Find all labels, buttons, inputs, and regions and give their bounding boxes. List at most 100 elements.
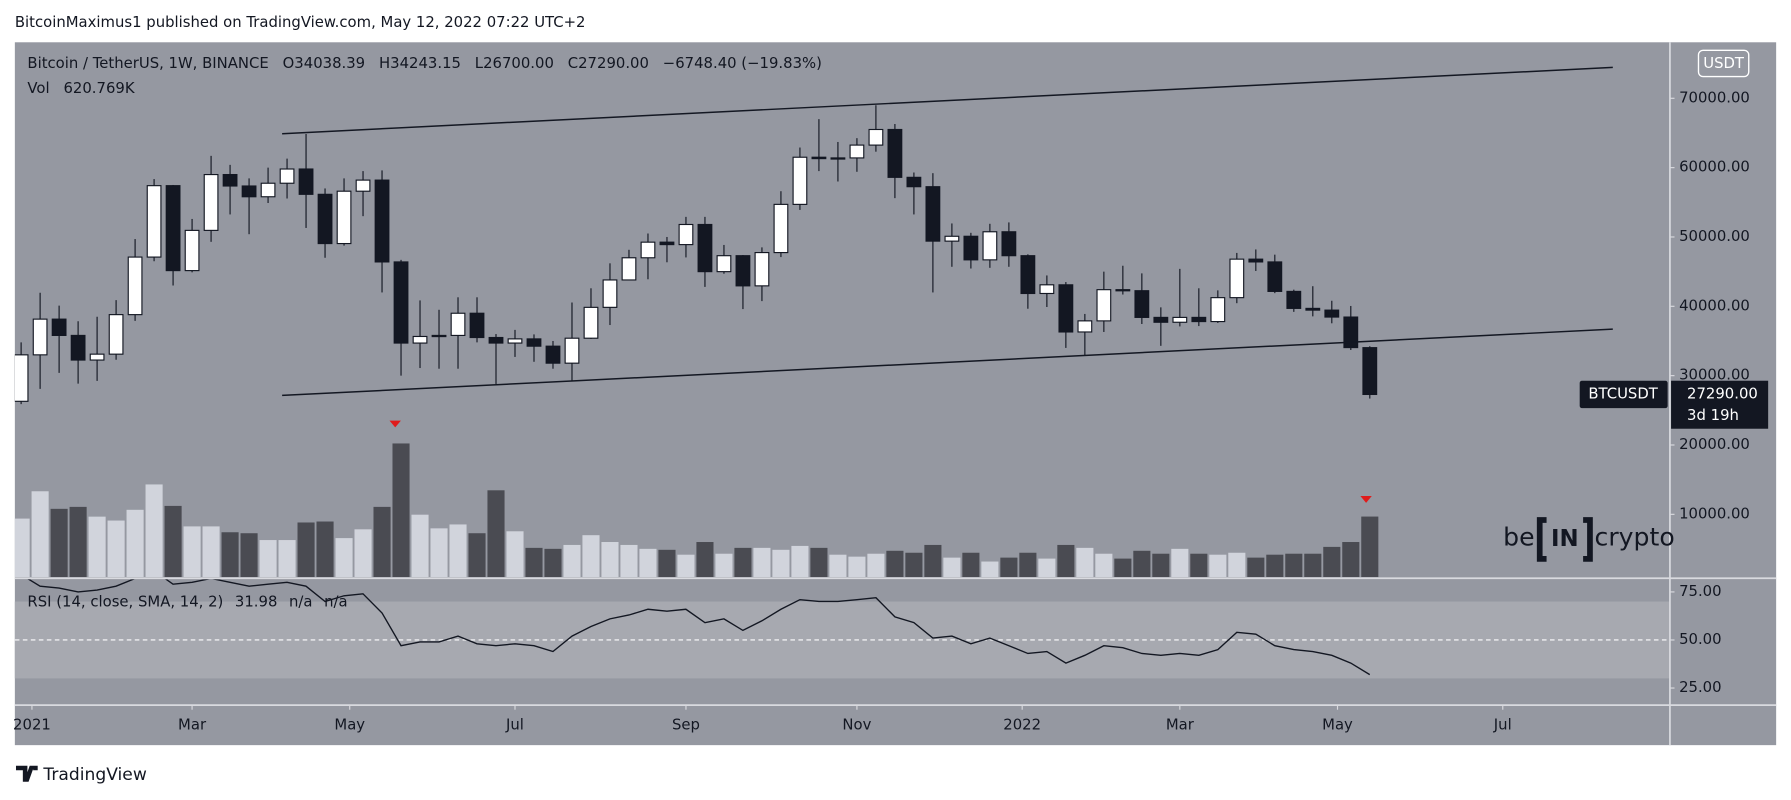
candle-body [1115,289,1131,292]
candle-body [564,337,580,364]
candle-body [184,229,200,272]
rsi-tick-label: 25.00 [1679,678,1721,696]
candle-body [1020,255,1036,295]
currency-label[interactable]: USDT [1703,54,1745,72]
candle-body [70,334,86,361]
volume-bar [468,533,486,578]
logo-bracket [1536,517,1593,562]
candle-body [678,223,694,246]
x-tick-label: Mar [1166,716,1195,734]
candle-body [1077,320,1093,333]
candle-body [279,168,295,184]
candle-body [1039,284,1055,295]
volume-bar [506,531,524,578]
candle-body [203,173,219,231]
ohlc-value: 27290.00 [578,54,649,72]
candle-body [393,261,409,344]
currency-button[interactable] [1697,49,1750,78]
countdown-label: 3d 19h [1687,406,1739,424]
volume-bar [810,547,828,578]
rsi-tick-label: 50.00 [1679,630,1721,648]
volume-bar [791,545,809,578]
volume-bar [411,514,429,578]
volume-bar [221,532,239,578]
y-tick-label: 40000.00 [1679,296,1750,314]
volume-bar [126,509,144,578]
volume-bar [183,526,201,578]
candle-body [336,190,352,245]
x-tick-label: Jul [505,716,524,734]
candle-body [146,185,162,258]
candle-body [412,335,428,344]
x-tick-label: Sep [672,716,700,734]
candle-body [1153,316,1169,323]
volume-bar [259,540,277,578]
candle-body [32,318,48,356]
volume-bar [1019,552,1037,578]
candle-body [488,336,504,344]
rsi-line [27,579,1371,676]
candle-body [925,186,941,242]
volume-bar [316,521,334,578]
x-tick-label: May [1322,716,1353,734]
candle-body [811,156,827,160]
volume-bar [354,529,372,578]
volume-bar [14,518,30,578]
candle-body [583,306,599,339]
candle-body [51,318,67,337]
volume-bar [88,516,106,578]
volume-bar [1038,558,1056,578]
candle-body [1324,309,1340,318]
candle-body [1343,316,1359,349]
rsi-na: n/a [289,592,313,610]
candle-body [849,144,865,159]
candle-body [108,314,124,355]
volume-bar [487,490,505,578]
candle-body [1229,258,1245,299]
footer-icon [15,765,38,782]
candle-body [963,235,979,261]
candle-body [868,128,884,146]
change: −6748.40 (−19.83%) [663,54,822,72]
candle-body [640,241,656,259]
candle-body [1210,297,1226,323]
volume-bar [1247,557,1265,578]
volume-bar [1152,553,1170,578]
candle-body [1267,261,1283,292]
candle-body [1248,258,1264,263]
logo-text: IN [1551,526,1579,552]
volume-bar [1095,553,1113,578]
volume-bar [297,522,315,578]
volume-bar [962,552,980,578]
candle-body [317,193,333,245]
volume-legend: Vol 620.769K [27,79,135,97]
volume-bar [848,556,866,578]
volume-bar [1323,546,1341,578]
volume-bar [696,542,714,578]
volume-bar [240,533,258,578]
candle-body [1096,289,1112,322]
volume-bar [1209,554,1227,578]
candle-body [127,256,143,316]
vol-label: Vol [27,79,49,97]
volume-bar [753,547,771,578]
x-tick-label: 2022 [1003,716,1041,734]
volume-bar [145,484,163,578]
y-tick-label: 70000.00 [1679,88,1750,106]
candle-body [374,179,390,263]
volume-bar [1114,558,1132,578]
footer[interactable]: TradingView [42,765,146,785]
volume-bar [1000,557,1018,578]
candle-body [906,176,922,188]
candle-body [754,252,770,287]
candle-body [89,353,105,361]
volume-bar [620,544,638,578]
symbol-label-bg [1579,380,1668,409]
candle-body [1172,316,1188,323]
volume-bar [373,506,391,578]
volume-bar [601,542,619,578]
ohlc-value: 34243.15 [390,54,461,72]
volume-bar [1266,554,1284,578]
candle-body [469,312,485,339]
